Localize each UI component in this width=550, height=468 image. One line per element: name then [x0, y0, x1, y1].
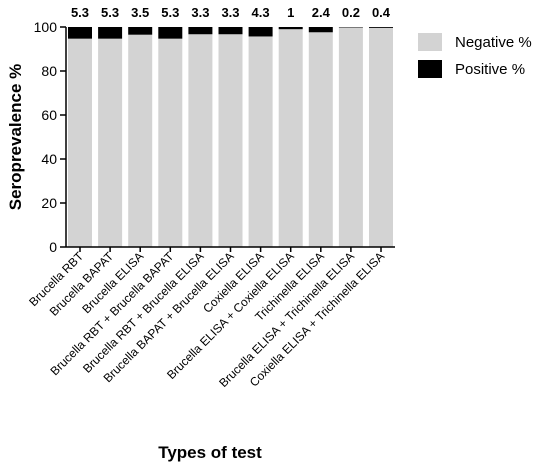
bar-positive-5 — [218, 27, 243, 35]
bar-negative-10 — [369, 27, 393, 247]
legend-label-negative: Negative % — [455, 34, 532, 51]
bar-positive-2 — [128, 27, 153, 35]
data-label-2: 3.5 — [131, 5, 149, 20]
legend-label-positive: Positive % — [455, 61, 525, 78]
bar-positive-8 — [308, 27, 333, 33]
bar-negative-5 — [218, 34, 243, 248]
legend-swatch-negative — [418, 33, 442, 51]
legend-swatch-positive — [418, 60, 442, 78]
bar-positive-0 — [68, 27, 92, 39]
y-tick-label-1: 20 — [41, 195, 57, 211]
bar-negative-6 — [248, 36, 273, 248]
data-label-3: 5.3 — [161, 5, 179, 20]
bar-positive-10 — [369, 27, 393, 28]
bar-positive-3 — [158, 27, 183, 39]
data-label-5: 3.3 — [221, 5, 239, 20]
x-axis-title: Types of test — [158, 443, 262, 462]
data-label-4: 3.3 — [191, 5, 209, 20]
legend: Negative % Positive % — [418, 33, 532, 78]
y-tick-label-4: 80 — [41, 63, 57, 79]
bar-negative-3 — [158, 38, 183, 247]
bar-negative-8 — [308, 32, 333, 247]
axes-layer: 0 20 40 60 80 100 — [34, 19, 395, 255]
bar-negative-7 — [278, 29, 303, 248]
y-tick-label-5: 100 — [34, 19, 58, 35]
data-label-7: 1 — [287, 5, 294, 20]
data-label-1: 5.3 — [101, 5, 119, 20]
data-label-10: 0.4 — [372, 5, 391, 20]
y-tick-label-2: 40 — [41, 151, 57, 167]
data-label-0: 5.3 — [71, 5, 89, 20]
data-label-8: 2.4 — [312, 5, 331, 20]
bar-positive-4 — [188, 27, 213, 35]
bar-negative-2 — [128, 34, 153, 248]
bars-layer — [68, 27, 393, 248]
y-tick-label-3: 60 — [41, 107, 57, 123]
bar-negative-9 — [338, 27, 363, 247]
bar-positive-1 — [98, 27, 123, 39]
bar-positive-7 — [278, 27, 303, 30]
data-label-6: 4.3 — [252, 5, 270, 20]
y-tick-label-0: 0 — [49, 239, 57, 255]
y-axis-title: Seroprevalence % — [6, 64, 25, 210]
data-label-9: 0.2 — [342, 5, 360, 20]
bar-negative-4 — [188, 34, 213, 248]
bar-positive-6 — [248, 27, 273, 37]
bar-negative-1 — [98, 38, 123, 247]
bar-negative-0 — [68, 38, 92, 247]
